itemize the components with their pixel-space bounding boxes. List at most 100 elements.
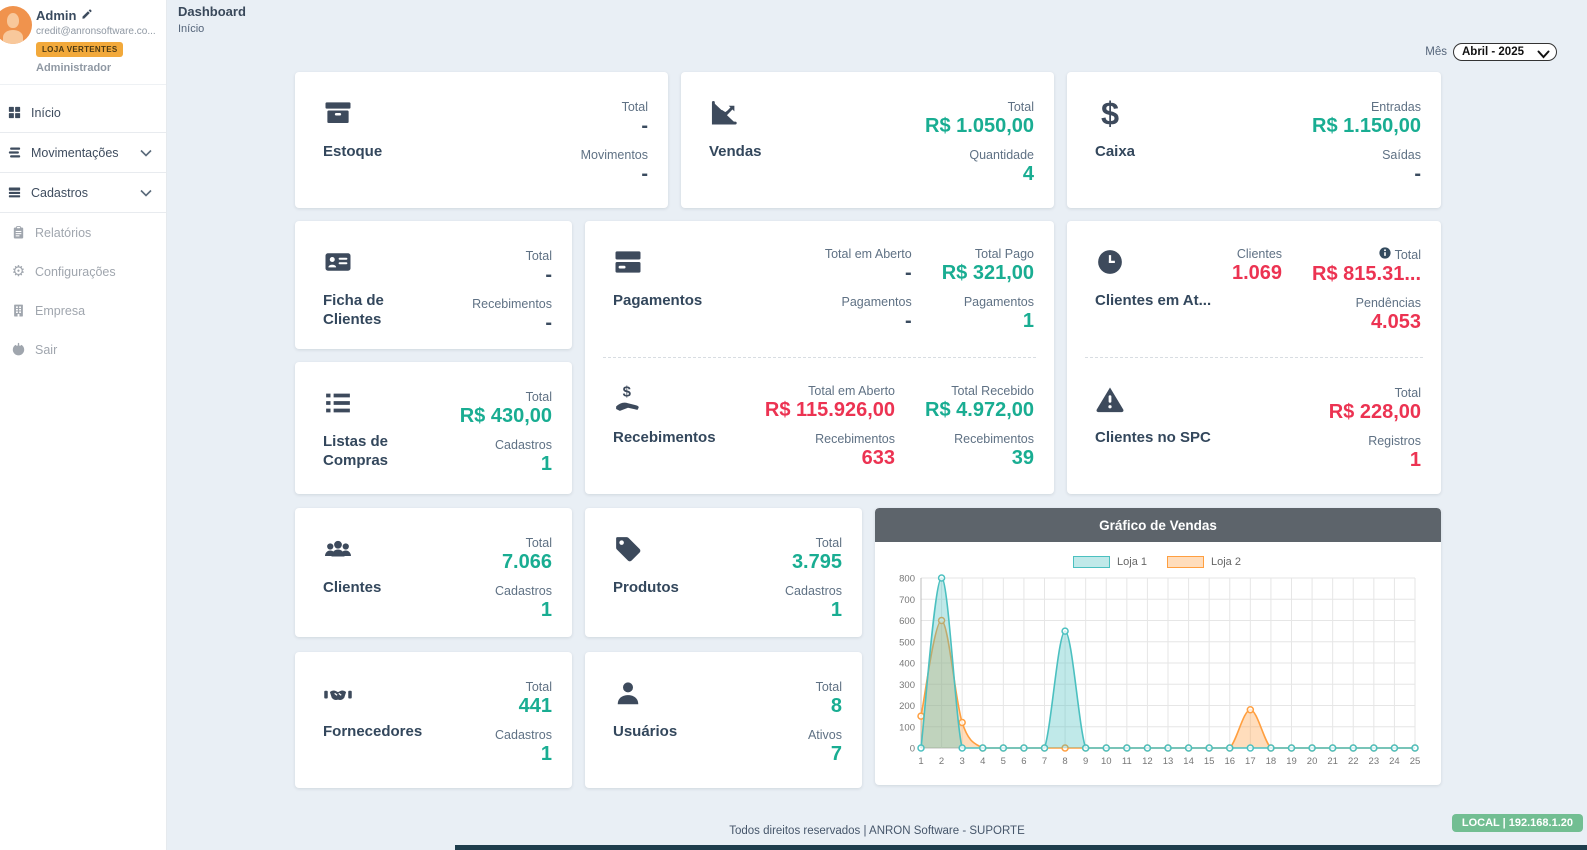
stat-label: Total bbox=[502, 536, 552, 550]
month-select[interactable]: Abril - 2025 bbox=[1453, 43, 1557, 61]
menu-label: Relatórios bbox=[35, 226, 91, 240]
svg-text:100: 100 bbox=[899, 722, 915, 733]
stat-label: Total em Aberto bbox=[765, 384, 895, 398]
card-fornecedores: Fornecedores Total441 Cadastros1 bbox=[295, 652, 572, 788]
user-profile: Admin credit@anronsoftware.co... LOJA VE… bbox=[0, 0, 166, 85]
stat-label: Recebimentos bbox=[815, 432, 895, 446]
legend-swatch bbox=[1073, 556, 1110, 568]
stat-value: 1 bbox=[785, 598, 842, 623]
info-icon[interactable] bbox=[1379, 247, 1391, 262]
stat-label: Total bbox=[792, 536, 842, 550]
card-produtos: Produtos Total3.795 Cadastros1 bbox=[585, 508, 862, 637]
stat-label: Movimentos bbox=[581, 148, 648, 162]
card-title: Pagamentos bbox=[613, 292, 702, 311]
legend-item-loja1[interactable]: Loja 1 bbox=[1073, 556, 1147, 568]
sidebar-item-relatorios[interactable]: Relatórios bbox=[0, 213, 166, 252]
stat-label: Total bbox=[925, 100, 1034, 114]
avatar bbox=[0, 6, 32, 44]
stat-label: Cadastros bbox=[495, 728, 552, 742]
card-ficha-clientes: Ficha de Clientes Total- Recebimentos- bbox=[295, 221, 572, 349]
chevron-down-icon bbox=[140, 146, 152, 160]
stat-value: - bbox=[842, 309, 912, 334]
svg-text:25: 25 bbox=[1410, 756, 1421, 767]
menu-label: Movimentações bbox=[31, 146, 119, 160]
page-title: Dashboard bbox=[178, 4, 246, 19]
sales-chart-card: Gráfico de Vendas Loja 1 Loja 2 0 100 200 3… bbox=[875, 508, 1441, 785]
edit-pencil-icon[interactable] bbox=[81, 8, 93, 23]
handshake-icon bbox=[323, 678, 353, 708]
stat-label: Total bbox=[816, 680, 842, 694]
clipboard-icon bbox=[11, 225, 26, 240]
stat-label: Recebimentos bbox=[954, 432, 1034, 446]
page-header: Dashboard Início bbox=[178, 4, 246, 35]
stat-value: 4 bbox=[969, 162, 1034, 187]
svg-text:600: 600 bbox=[899, 616, 915, 627]
user-role: Administrador bbox=[36, 62, 158, 74]
chart-title: Gráfico de Vendas bbox=[875, 508, 1441, 542]
svg-text:18: 18 bbox=[1266, 756, 1277, 767]
svg-text:20: 20 bbox=[1307, 756, 1318, 767]
bottom-bar bbox=[455, 845, 1587, 850]
legend-label: Loja 2 bbox=[1211, 556, 1241, 568]
svg-text:400: 400 bbox=[899, 659, 915, 670]
chart-legend: Loja 1 Loja 2 bbox=[885, 556, 1429, 568]
sidebar-item-configuracoes[interactable]: ⚙ Configurações bbox=[0, 252, 166, 291]
sidebar-item-movimentacoes[interactable]: Movimentações bbox=[0, 132, 166, 173]
card-title: Ficha de Clientes bbox=[323, 292, 405, 330]
stat-value: - bbox=[581, 162, 648, 187]
stat-value: 1.069 bbox=[1232, 261, 1282, 286]
section-clientes-atraso: Clientes em At... Clientes1.069 Total R$… bbox=[1067, 221, 1441, 357]
svg-text:3: 3 bbox=[960, 756, 965, 767]
menu-label: Configurações bbox=[35, 265, 116, 279]
sidebar-item-inicio[interactable]: Início bbox=[0, 93, 166, 132]
sales-area-chart: 0100200300400500600700800123456789101112… bbox=[885, 570, 1423, 772]
svg-text:2: 2 bbox=[939, 756, 944, 767]
svg-text:23: 23 bbox=[1369, 756, 1380, 767]
card-listas-compras: Listas de Compras TotalR$ 430,00 Cadastr… bbox=[295, 362, 572, 494]
stat-value: 1 bbox=[495, 452, 552, 477]
svg-text:22: 22 bbox=[1348, 756, 1359, 767]
card-title: Estoque bbox=[323, 143, 382, 162]
stream-icon bbox=[7, 145, 22, 160]
stat-value: - bbox=[472, 311, 552, 336]
credit-card-icon bbox=[613, 247, 643, 277]
stat-value: 633 bbox=[815, 446, 895, 471]
card-atraso-spc: Clientes em At... Clientes1.069 Total R$… bbox=[1067, 221, 1441, 494]
box-icon bbox=[323, 98, 353, 128]
user-icon bbox=[613, 678, 643, 708]
stat-label: Total bbox=[622, 100, 648, 114]
user-name: Admin bbox=[36, 8, 76, 23]
svg-text:300: 300 bbox=[899, 680, 915, 691]
month-filter: Mês Abril - 2025 bbox=[1425, 42, 1557, 61]
stat-label: Total bbox=[460, 390, 552, 404]
svg-text:16: 16 bbox=[1224, 756, 1235, 767]
legend-item-loja2[interactable]: Loja 2 bbox=[1167, 556, 1241, 568]
stat-label: Total bbox=[1329, 386, 1421, 400]
card-title: Listas de Compras bbox=[323, 433, 405, 471]
stat-label: Pendências bbox=[1356, 296, 1421, 310]
sidebar-item-empresa[interactable]: Empresa bbox=[0, 291, 166, 330]
stat-value: - bbox=[1382, 162, 1421, 187]
card-estoque: Estoque Total- Movimentos- bbox=[295, 72, 668, 208]
stat-label: Ativos bbox=[808, 728, 842, 742]
sidebar-item-sair[interactable]: Sair bbox=[0, 330, 166, 369]
stat-label: Recebimentos bbox=[472, 297, 552, 311]
section-clientes-spc: Clientes no SPC TotalR$ 228,00 Registros… bbox=[1067, 358, 1441, 494]
stat-value: 1 bbox=[1368, 448, 1421, 473]
stat-label: Pagamentos bbox=[842, 295, 912, 309]
month-label: Mês bbox=[1425, 46, 1447, 58]
dollar-icon: $ bbox=[1095, 98, 1125, 128]
card-title: Clientes bbox=[323, 579, 381, 598]
card-vendas: Vendas TotalR$ 1.050,00 Quantidade4 bbox=[681, 72, 1054, 208]
svg-text:0: 0 bbox=[910, 744, 915, 755]
users-icon bbox=[323, 534, 353, 564]
stat-value: - bbox=[825, 261, 912, 286]
card-title: Fornecedores bbox=[323, 723, 422, 742]
sidebar-item-cadastros[interactable]: Cadastros bbox=[0, 173, 166, 213]
svg-text:8: 8 bbox=[1062, 756, 1067, 767]
svg-text:5: 5 bbox=[1001, 756, 1006, 767]
menu-label: Empresa bbox=[35, 304, 85, 318]
stat-value: 8 bbox=[816, 694, 842, 719]
svg-text:200: 200 bbox=[899, 701, 915, 712]
footer-copyright: Todos direitos reservados | ANRON Softwa… bbox=[167, 825, 1587, 837]
